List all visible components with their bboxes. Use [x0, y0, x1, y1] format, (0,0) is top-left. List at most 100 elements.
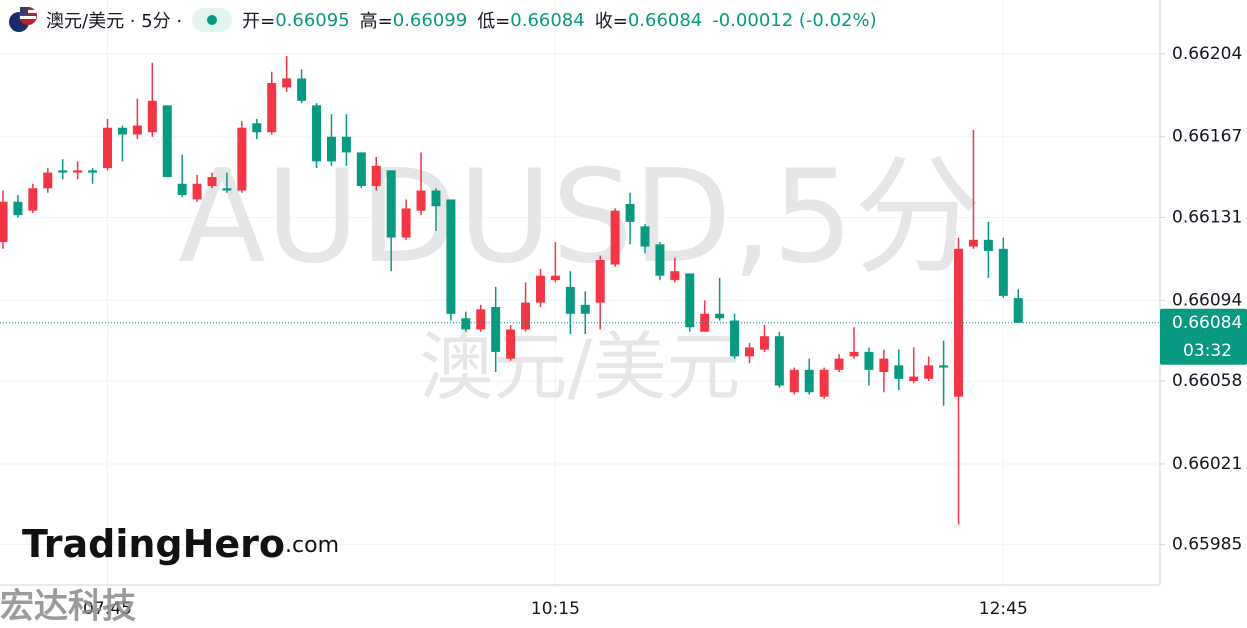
candle-body: [759, 336, 769, 350]
candle-body: [28, 188, 38, 211]
candle-body: [147, 100, 157, 133]
y-tick-label: 0.66204: [1172, 44, 1242, 64]
candle-body: [237, 127, 247, 191]
candle-body: [267, 82, 277, 133]
open-label: 开=: [242, 11, 276, 32]
symbol: 澳元/美元 · 5分 ·: [46, 11, 183, 32]
close-label: 收=: [594, 11, 628, 32]
candle-body: [43, 172, 53, 189]
y-tick-label: 0.66094: [1172, 290, 1242, 310]
candle-body: [998, 248, 1008, 296]
candle-body: [506, 329, 516, 359]
candle-body: [849, 351, 859, 357]
candle-body: [685, 273, 695, 328]
y-tick-label: 0.66131: [1172, 207, 1242, 227]
high-value: 0.66099: [392, 9, 468, 31]
candle-body: [88, 170, 98, 173]
status-pill: [192, 8, 233, 32]
candle-body: [670, 271, 680, 281]
logo-name: TradingHero: [22, 522, 285, 566]
last-price-tag: [1160, 308, 1247, 365]
candle-body: [625, 203, 635, 222]
candle-body: [819, 369, 829, 397]
candle-body: [924, 365, 934, 379]
candle-body: [715, 313, 725, 319]
candle-body: [610, 210, 620, 265]
candle-body: [550, 275, 560, 281]
candle-body: [371, 165, 381, 187]
candle-body: [73, 170, 83, 173]
candle-body: [565, 286, 575, 314]
candle-body: [774, 336, 784, 386]
candle-body: [103, 127, 113, 169]
candle-body: [341, 136, 351, 153]
close-value: 0.66084: [627, 9, 703, 31]
x-tick-label: 07:45: [83, 599, 132, 619]
y-tick-label: 0.65985: [1172, 535, 1242, 555]
candle-body: [789, 369, 799, 393]
logo-suffix: .com: [285, 533, 339, 558]
candle-body: [13, 201, 23, 216]
candle-body: [745, 347, 754, 357]
candle-body: [655, 244, 665, 276]
y-tick-label: 0.66058: [1172, 371, 1242, 391]
candle-body: [431, 190, 441, 207]
candle-body: [580, 304, 590, 314]
candle-body: [0, 201, 8, 243]
candle-body: [326, 136, 336, 162]
candle-body: [162, 105, 172, 178]
low-label: 低=: [477, 11, 511, 32]
candle-body: [909, 376, 919, 382]
x-tick-label: 10:15: [531, 599, 580, 619]
watermark-subtitle: 澳元/美元: [420, 325, 741, 411]
candle-body: [595, 260, 605, 303]
countdown-label: 03:32: [1183, 341, 1232, 361]
candle-body: [834, 358, 844, 370]
candle-body: [207, 177, 217, 187]
candle-body: [132, 125, 142, 135]
candle-body: [491, 307, 501, 352]
candle-body: [58, 170, 68, 173]
low-value: 0.66084: [510, 9, 585, 31]
candle-body: [1013, 298, 1023, 323]
candle-body: [700, 313, 710, 332]
candle-body: [401, 208, 411, 238]
watermark: AUDUSD,5分: [178, 143, 981, 292]
candle-body: [416, 190, 426, 211]
last-price-label: 0.66084: [1172, 313, 1242, 333]
high-label: 高=: [359, 11, 393, 32]
legend-header: 澳元/美元 · 5分 · 开= 0.66095 高= 0.66099 低= 0.660…: [8, 4, 877, 36]
candle-body: [939, 365, 949, 368]
candle-body: [879, 358, 889, 373]
candle-body: [222, 188, 232, 191]
candle-body: [461, 318, 471, 330]
corner-watermark: 宏达科技: [0, 587, 136, 627]
candle-body: [252, 123, 262, 133]
candle-body: [446, 199, 456, 314]
candle-body: [954, 248, 964, 397]
candle-body: [894, 365, 904, 379]
flag-icon: [9, 7, 37, 32]
candle-body: [730, 320, 740, 357]
candle-body: [983, 239, 993, 252]
candle-body: [297, 78, 307, 101]
candle-body: [356, 152, 366, 187]
candle-body: [521, 302, 531, 330]
candles: [0, 56, 1160, 525]
change: -0.00012 (-0.02%): [712, 9, 877, 31]
open-value: 0.66095: [275, 9, 350, 31]
candle-body: [117, 127, 127, 135]
y-tick-label: 0.66021: [1172, 454, 1242, 474]
candle-body: [804, 369, 814, 393]
candle-body: [192, 183, 202, 200]
candle-body: [282, 78, 292, 88]
x-tick-label: 12:45: [979, 599, 1028, 619]
candle-body: [312, 105, 322, 162]
candle-body: [640, 226, 650, 247]
candle-body: [864, 351, 874, 370]
logo: TradingHero.com: [22, 522, 339, 566]
candle-body: [177, 183, 187, 195]
